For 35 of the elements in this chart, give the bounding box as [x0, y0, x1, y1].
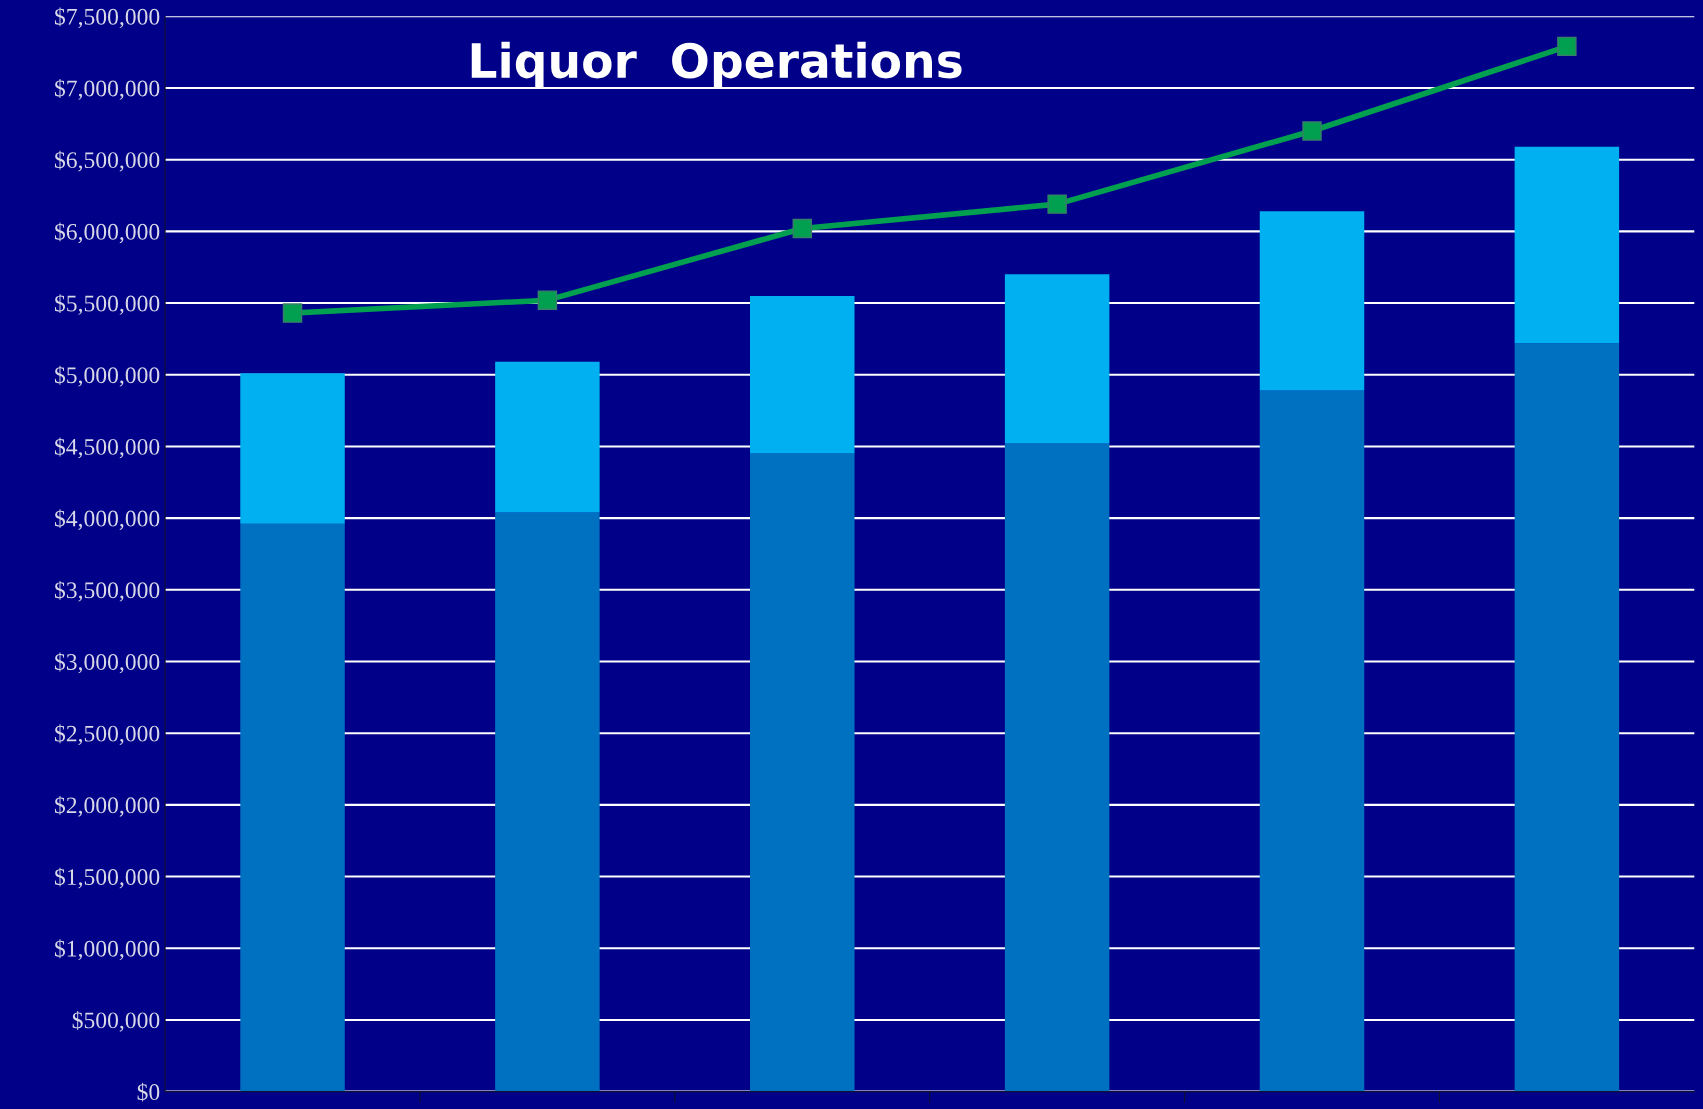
y-tick-label: $2,000,000	[54, 795, 160, 817]
point	[792, 218, 812, 239]
point	[1047, 194, 1067, 214]
y-tick-label: $0	[137, 1082, 160, 1102]
bar	[495, 361, 600, 513]
y-tick-label: $5,000,000	[54, 365, 160, 387]
y-tick-label: $3,000,000	[54, 652, 160, 674]
point	[282, 303, 303, 323]
text: Liquor Operations	[471, 41, 962, 88]
point	[537, 290, 558, 310]
y-tick-label: $500,000	[72, 1011, 160, 1032]
bar	[750, 295, 855, 454]
bar	[750, 453, 855, 1092]
y-tick-label: $3,500,000	[54, 580, 160, 602]
bar	[1004, 274, 1110, 444]
y-tick-label: $7,500,000	[54, 7, 160, 29]
point	[1557, 36, 1577, 57]
bar	[1514, 146, 1620, 344]
y-tick-label: $2,500,000	[54, 724, 160, 745]
y-tick-label: $4,000,000	[54, 509, 160, 530]
y-tick-label: $6,000,000	[54, 222, 160, 244]
y-tick-label: $1,500,000	[54, 867, 160, 889]
bar	[1259, 211, 1365, 391]
y-tick-label: $4,500,000	[54, 437, 160, 459]
y-tick-label: $6,500,000	[54, 150, 160, 172]
bar	[240, 523, 345, 1092]
y-tick-label: $7,000,000	[54, 79, 160, 100]
bar	[495, 512, 600, 1092]
y-tick-label: $1,000,000	[54, 939, 160, 961]
y-tick-label: $5,500,000	[54, 294, 160, 315]
point	[1302, 121, 1322, 141]
bar	[1259, 390, 1365, 1092]
bar	[1004, 443, 1110, 1092]
bar	[1514, 343, 1620, 1092]
bar	[240, 373, 345, 524]
